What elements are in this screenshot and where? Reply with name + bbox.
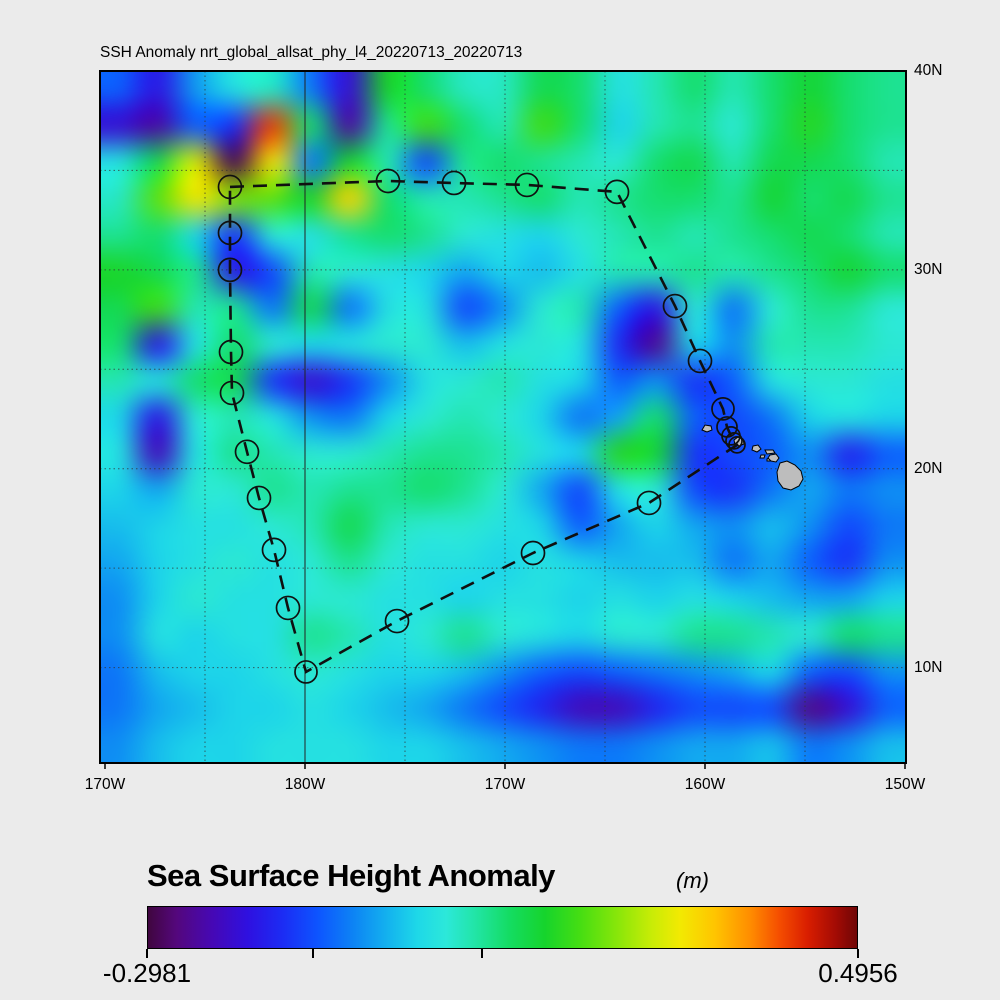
track-point-marker: [218, 339, 244, 365]
colorbar-tick: [311, 949, 314, 958]
lon-label-150W: 150W: [884, 776, 926, 793]
track-point-marker: [246, 485, 272, 511]
map-frame: [99, 70, 907, 764]
track-point-marker: [384, 608, 410, 634]
track-point-marker: [375, 168, 401, 194]
colorbar-tick: [146, 949, 148, 958]
lat-label-40N: 40N: [914, 62, 943, 79]
track-point-marker: [441, 170, 467, 196]
colorbar-gradient: [147, 906, 858, 949]
hawaii-island: [764, 449, 776, 455]
track-point-marker: [261, 537, 287, 563]
lon-label-170W: 170W: [84, 776, 126, 793]
lat-label-10N: 10N: [914, 658, 943, 676]
colorbar-unit-label: (m): [676, 868, 709, 893]
lat-label-20N: 20N: [914, 459, 943, 477]
track-point-marker: [219, 380, 245, 406]
track-point-marker: [275, 595, 301, 621]
hawaii-island: [767, 453, 780, 463]
colorbar-tick: [857, 949, 859, 958]
lon-label-180W: 180W: [284, 776, 326, 793]
storm-track-path: [228, 179, 739, 674]
track-point-marker: [725, 432, 743, 450]
track-point-marker: [728, 436, 746, 454]
colorbar-title: Sea Surface Height Anomaly: [147, 858, 555, 893]
colorbar-max-value: 0.4956: [818, 958, 898, 988]
hawaii-island: [759, 454, 766, 459]
track-point-marker: [234, 439, 260, 465]
colorbar-tick: [480, 949, 483, 958]
colorbar-min-value: -0.2981: [102, 958, 192, 988]
track-point-marker: [636, 490, 662, 516]
track-point-marker: [294, 660, 318, 684]
hawaii-island: [776, 460, 804, 491]
lon-label-170W: 170W: [484, 776, 526, 793]
track-point-marker: [520, 540, 546, 566]
map-title: SSH Anomaly nrt_global_allsat_phy_l4_202…: [100, 44, 523, 61]
lat-label-30N: 30N: [914, 260, 943, 278]
track-point-marker: [662, 293, 688, 319]
track-point-marker: [217, 257, 243, 283]
track-point-marker: [514, 172, 540, 198]
hawaii-island: [751, 444, 762, 453]
lon-label-160W: 160W: [684, 776, 726, 793]
hawaii-island: [701, 424, 713, 433]
track-point-marker: [604, 179, 630, 205]
track-point-marker: [687, 348, 713, 374]
track-point-marker: [217, 174, 243, 200]
track-point-marker: [217, 220, 243, 246]
track-point-marker: [711, 397, 735, 421]
